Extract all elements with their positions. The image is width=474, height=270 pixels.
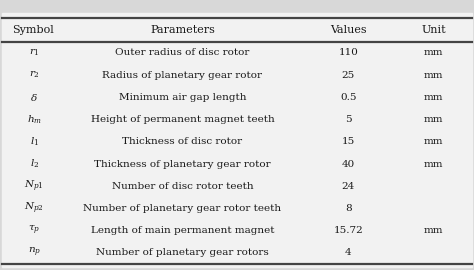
Text: 40: 40	[342, 160, 355, 168]
Text: $N_{p2}$: $N_{p2}$	[24, 201, 44, 216]
Text: Minimum air gap length: Minimum air gap length	[119, 93, 246, 102]
Text: 25: 25	[342, 71, 355, 80]
Text: 8: 8	[345, 204, 352, 213]
Text: $r_2$: $r_2$	[29, 70, 39, 80]
Text: mm: mm	[424, 226, 444, 235]
Text: $N_{p1}$: $N_{p1}$	[24, 179, 44, 194]
Text: mm: mm	[424, 71, 444, 80]
Text: 0.5: 0.5	[340, 93, 356, 102]
Text: Number of planetary gear rotors: Number of planetary gear rotors	[96, 248, 269, 258]
Text: Thickness of planetary gear rotor: Thickness of planetary gear rotor	[94, 160, 271, 168]
Text: Parameters: Parameters	[150, 25, 215, 35]
Text: mm: mm	[424, 160, 444, 168]
Text: $l_1$: $l_1$	[30, 136, 38, 148]
Text: mm: mm	[424, 137, 444, 146]
Text: 24: 24	[342, 182, 355, 191]
Text: 110: 110	[338, 48, 358, 58]
Text: $\tau_p$: $\tau_p$	[28, 224, 40, 237]
Text: $l_2$: $l_2$	[29, 158, 39, 170]
Text: $r_1$: $r_1$	[29, 48, 39, 58]
Text: 4: 4	[345, 248, 352, 258]
Text: Thickness of disc rotor: Thickness of disc rotor	[122, 137, 243, 146]
Text: mm: mm	[424, 115, 444, 124]
Text: $h_m$: $h_m$	[27, 113, 42, 126]
Text: Radius of planetary gear rotor: Radius of planetary gear rotor	[102, 71, 263, 80]
Text: mm: mm	[424, 93, 444, 102]
Text: Values: Values	[330, 25, 367, 35]
Text: $\delta$: $\delta$	[30, 92, 38, 103]
Text: Outer radius of disc rotor: Outer radius of disc rotor	[115, 48, 250, 58]
Text: $n_p$: $n_p$	[27, 247, 41, 259]
Text: Length of main permanent magnet: Length of main permanent magnet	[91, 226, 274, 235]
Text: 15: 15	[342, 137, 355, 146]
Text: Symbol: Symbol	[12, 25, 54, 35]
Text: 15.72: 15.72	[334, 226, 363, 235]
Text: mm: mm	[424, 48, 444, 58]
Text: Number of disc rotor teeth: Number of disc rotor teeth	[112, 182, 253, 191]
Text: 5: 5	[345, 115, 352, 124]
Text: Unit: Unit	[421, 25, 446, 35]
Text: Number of planetary gear rotor teeth: Number of planetary gear rotor teeth	[83, 204, 282, 213]
Text: Height of permanent magnet teeth: Height of permanent magnet teeth	[91, 115, 274, 124]
